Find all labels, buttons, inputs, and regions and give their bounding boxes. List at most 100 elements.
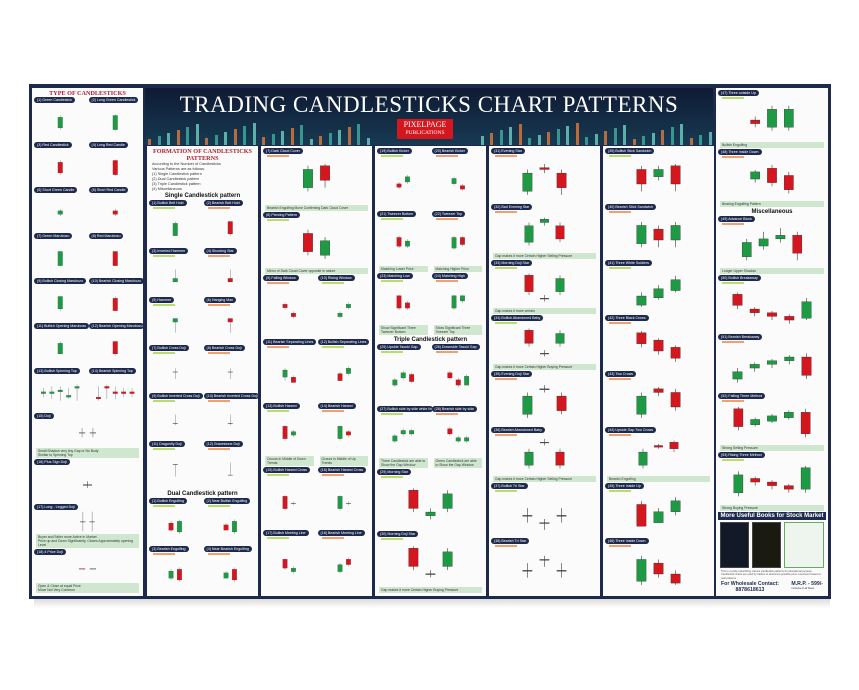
pattern-row: (52) Falling Three Method Strong Selling … — [718, 393, 826, 452]
pattern-tag — [381, 280, 403, 283]
candlestick-diagram — [172, 221, 178, 236]
red-candle — [112, 296, 118, 311]
red-candle — [459, 183, 465, 191]
candle-body — [455, 437, 461, 442]
candle-body — [669, 441, 679, 449]
green-candle — [337, 425, 342, 441]
deco-candle — [651, 133, 655, 145]
deco-candle — [661, 130, 664, 145]
pattern-tag — [207, 448, 230, 451]
pattern-label: (13) Bullish Harami — [263, 402, 300, 409]
green-candle — [400, 370, 406, 380]
red-candle — [446, 427, 452, 437]
candle-body — [409, 430, 415, 435]
pattern-tag — [321, 346, 344, 349]
pattern-panel: (34) Bullish Abandoned Baby Gap makes it … — [491, 315, 598, 371]
pattern-label: (13) Bullish Spinning Top — [34, 368, 80, 375]
price-table-image — [784, 521, 824, 568]
note-line: Longer Upper Shadow — [722, 269, 756, 274]
note-line: Strong Selling Pressure — [722, 446, 758, 451]
green-candle — [636, 291, 647, 307]
red-candle — [801, 353, 812, 380]
doji-candle — [522, 563, 533, 578]
candlestick-diagram — [392, 370, 415, 387]
pattern-note: Gap makes it more Certain Higher Buying … — [493, 364, 596, 370]
green-candle — [291, 429, 296, 437]
candle-body — [451, 295, 456, 309]
candlestick-diagram — [168, 567, 182, 582]
candle-body — [636, 169, 647, 185]
mrp-sub: Inclusive of all Taxes — [791, 587, 815, 591]
candle-body — [750, 478, 760, 483]
pattern-label: (2) Bearish Belt Hold — [203, 200, 243, 206]
red-candle — [653, 225, 664, 248]
deco-candle — [537, 135, 541, 145]
pattern-note: Show Significant Three Tweezer Bottom — [379, 324, 428, 335]
doji-candle — [89, 568, 97, 570]
note-line: Bullish Engulfing — [722, 143, 748, 148]
candle-body — [767, 360, 777, 365]
green-candle — [670, 496, 681, 515]
candle-body — [524, 274, 534, 292]
candlestick-diagram — [303, 163, 330, 192]
pattern-label: (6) Short Red Candle — [88, 187, 129, 194]
deco-candle — [689, 138, 693, 145]
candle-body — [405, 302, 410, 309]
pattern-row: (51) Bearish Breakaway — [718, 334, 826, 393]
doji-candle — [83, 480, 92, 488]
candlestick-diagram — [41, 384, 80, 401]
candle-body — [57, 343, 63, 354]
poster-header: TRADING CANDLESTICKS CHART PATTERNS PIXE… — [145, 88, 713, 145]
green-candle — [442, 548, 453, 571]
green-candle — [455, 436, 461, 444]
pattern-note: Three Candlestick are able to Show the G… — [379, 457, 428, 468]
candlestick-diagram — [396, 235, 410, 248]
pattern-panel: (18) Bearish Meeting Line — [317, 530, 371, 594]
candle-body — [767, 482, 777, 487]
deco-candle — [281, 131, 284, 145]
note-line: Buyer and Seller more Active in Market — [38, 534, 97, 539]
pattern-panel: (30) Morning Doji Star Gap makes it more … — [377, 531, 484, 594]
deco-candle — [167, 133, 170, 145]
pattern-note: Show Significant Three Tweezer Top — [433, 324, 482, 335]
candle-body — [231, 568, 237, 580]
note-line: Bearing Engulfing Pattern — [722, 202, 761, 207]
pattern-panel: (3) Red Candlestick — [34, 142, 87, 187]
candle-body — [405, 176, 410, 183]
green-candle — [303, 165, 313, 192]
candle-body — [337, 564, 342, 573]
pattern-label: (34) Bullish Abandoned Baby — [491, 315, 544, 322]
pattern-tag — [609, 210, 631, 213]
candle-body — [670, 392, 681, 408]
red-candle — [320, 163, 330, 188]
green-candle — [636, 392, 647, 418]
candle-body — [57, 162, 63, 174]
book-cover[interactable] — [720, 521, 749, 568]
deco-candle — [309, 139, 313, 145]
pattern-note: Bearish Engulfing Move Confirming Dark C… — [265, 204, 368, 211]
candlestick-diagram — [112, 159, 118, 176]
green-candle — [524, 448, 534, 469]
fine-print: This is a poster describing various cand… — [721, 569, 822, 580]
red-candle — [539, 164, 550, 174]
candle-body — [57, 250, 63, 266]
pattern-label: (10) Bearish Closing Marubozu — [88, 277, 143, 284]
book-cover[interactable] — [752, 521, 781, 568]
pattern-tag — [381, 538, 403, 541]
pattern-panel: (4) Long Red Candle — [88, 142, 142, 187]
candle-body — [539, 521, 550, 524]
pattern-label: (16) Bearish Harami Cross — [317, 466, 367, 473]
green-candle — [223, 570, 228, 579]
doji-candle — [556, 507, 567, 523]
contact-label: For Wholesale Contact: — [721, 581, 779, 588]
candle-body — [636, 395, 647, 415]
green-candle — [522, 169, 533, 195]
pattern-label: (22) Tweezer Top — [431, 210, 466, 217]
candle-body — [670, 225, 681, 240]
deco-candle — [708, 132, 712, 145]
red-candle — [291, 375, 296, 383]
candlestick-diagram — [112, 250, 118, 266]
green-candle — [66, 388, 72, 400]
candlestick-diagram — [733, 466, 811, 497]
pattern-label: (12) Gravestone Doji — [203, 441, 243, 448]
